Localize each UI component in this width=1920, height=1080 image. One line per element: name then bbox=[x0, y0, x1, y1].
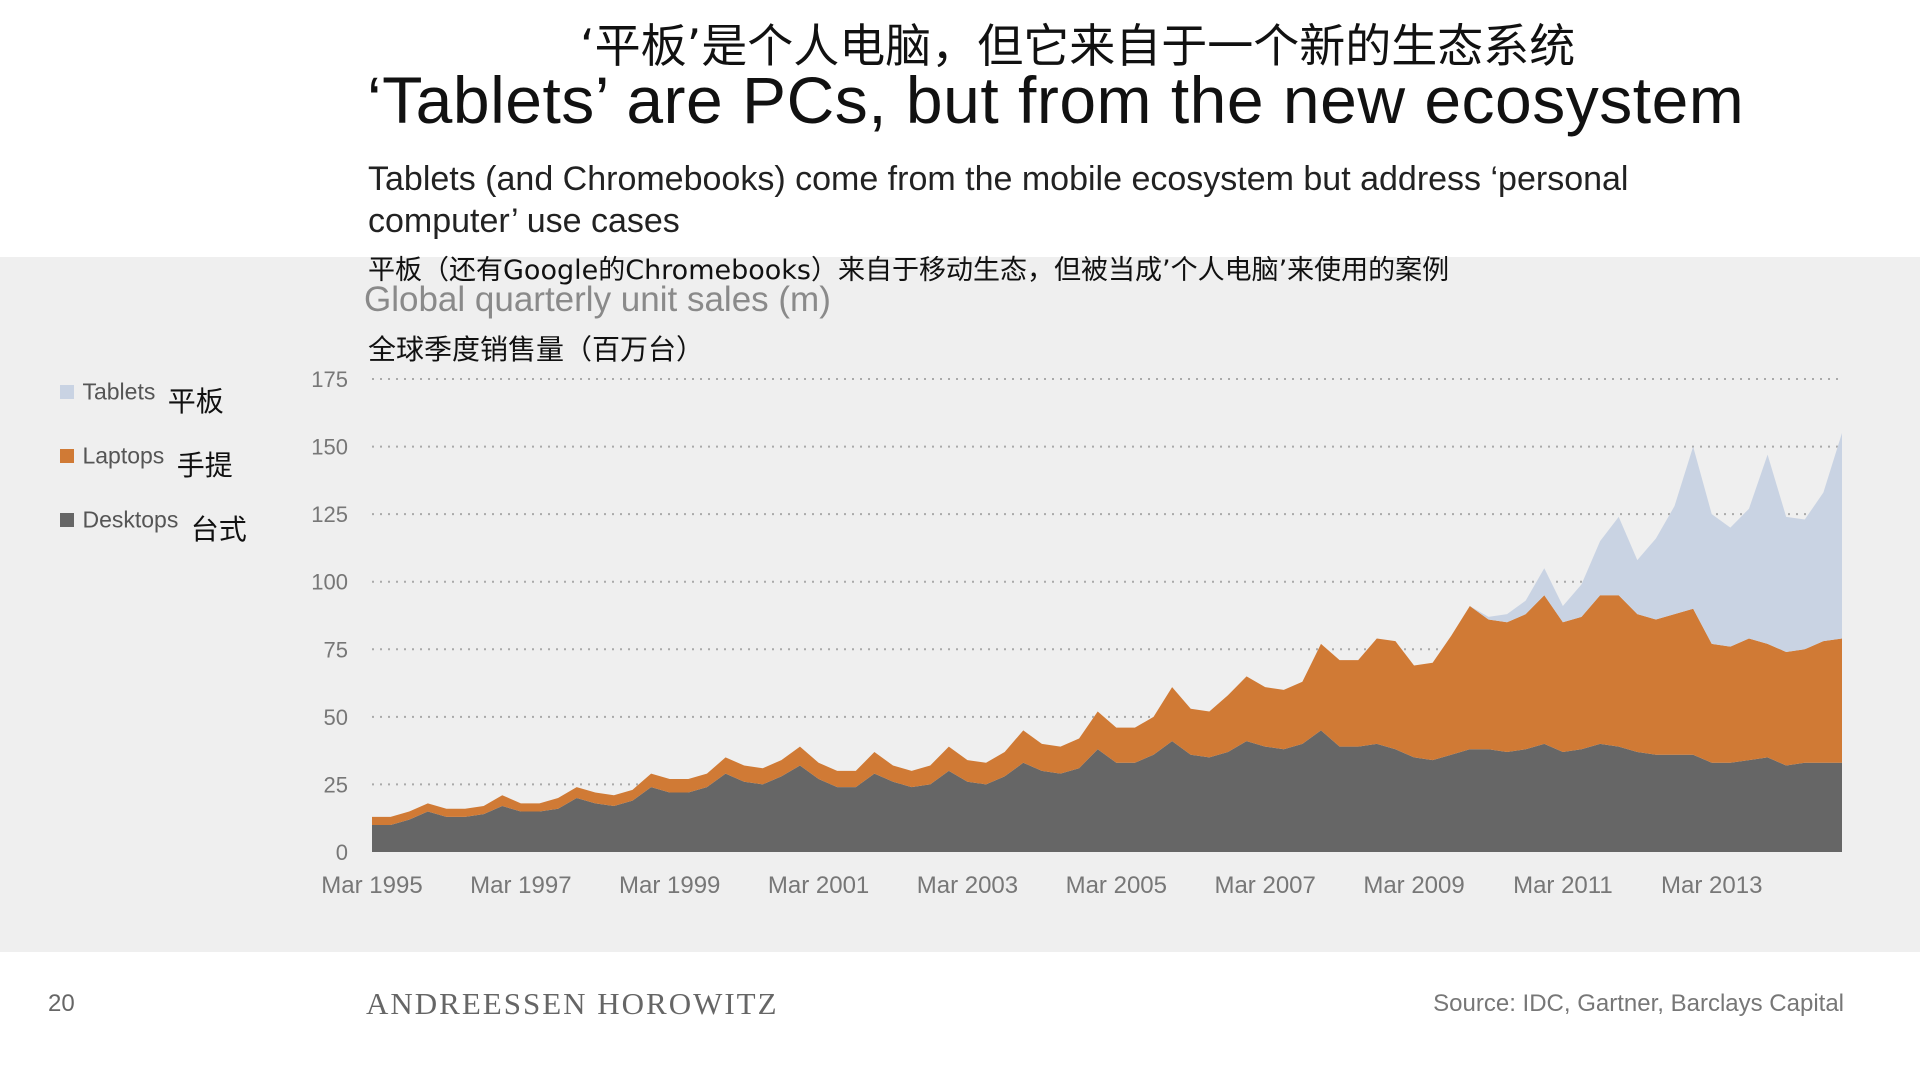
legend-item-laptops: Laptops 手提 bbox=[60, 436, 247, 500]
legend-label-laptops-cn: 手提 bbox=[176, 449, 233, 482]
chart-legend: Tablets 平板 Laptops 手提 Desktops 台式 bbox=[60, 372, 247, 564]
page-subtitle: Tablets (and Chromebooks) come from the … bbox=[368, 160, 1629, 240]
y-tick-label: 150 bbox=[311, 435, 348, 460]
y-tick-label: 75 bbox=[324, 637, 348, 662]
x-tick-label: Mar 1997 bbox=[470, 872, 571, 899]
chart-title: Global quarterly unit sales (m) bbox=[364, 280, 831, 319]
legend-label-desktops-cn: 台式 bbox=[190, 513, 247, 546]
y-tick-label: 100 bbox=[311, 570, 348, 595]
legend-label-laptops: Laptops bbox=[82, 442, 165, 469]
y-tick-label: 125 bbox=[311, 502, 348, 527]
x-tick-label: Mar 2005 bbox=[1066, 872, 1167, 899]
x-tick-label: Mar 2011 bbox=[1513, 872, 1613, 899]
legend-label-tablets: Tablets bbox=[82, 378, 156, 405]
area-series-tablets bbox=[372, 433, 1842, 817]
legend-item-desktops: Desktops 台式 bbox=[60, 500, 247, 564]
area-series-laptops bbox=[372, 595, 1842, 825]
legend-swatch-desktops bbox=[60, 513, 74, 527]
chart-title-cn: 全球季度销售量（百万台） bbox=[368, 333, 705, 366]
brand-logo-text: ANDREESSEN HOROWITZ bbox=[366, 986, 779, 1021]
page-subtitle-cn: 平板（还有Google的Chromebooks）来自于移动生态，但被当成’个人电… bbox=[368, 255, 1450, 286]
y-tick-label: 0 bbox=[336, 840, 348, 865]
x-tick-label: Mar 2013 bbox=[1661, 872, 1762, 899]
x-tick-label: Mar 1999 bbox=[619, 872, 720, 899]
area-series-desktops bbox=[372, 730, 1842, 852]
legend-label-desktops: Desktops bbox=[82, 506, 179, 533]
x-tick-label: Mar 2001 bbox=[768, 872, 869, 899]
legend-label-tablets-cn: 平板 bbox=[167, 385, 224, 418]
y-tick-label: 50 bbox=[324, 705, 348, 730]
x-tick-label: Mar 2003 bbox=[917, 872, 1018, 899]
x-tick-label: Mar 1995 bbox=[321, 872, 422, 899]
source-note: Source: IDC, Gartner, Barclays Capital bbox=[1433, 990, 1844, 1017]
page-title: ‘Tablets’ are PCs, but from the new ecos… bbox=[367, 63, 1745, 137]
x-tick-label: Mar 2009 bbox=[1363, 872, 1464, 899]
page-number: 20 bbox=[48, 990, 75, 1017]
page-title-cn: ‘平板’是个人电脑，但它来自于一个新的生态系统 bbox=[580, 19, 1576, 73]
legend-swatch-laptops bbox=[60, 449, 74, 463]
y-tick-label: 25 bbox=[324, 772, 348, 797]
x-tick-label: Mar 2007 bbox=[1214, 872, 1315, 899]
y-tick-label: 175 bbox=[311, 367, 348, 392]
legend-item-tablets: Tablets 平板 bbox=[60, 372, 247, 436]
legend-swatch-tablets bbox=[60, 385, 74, 399]
